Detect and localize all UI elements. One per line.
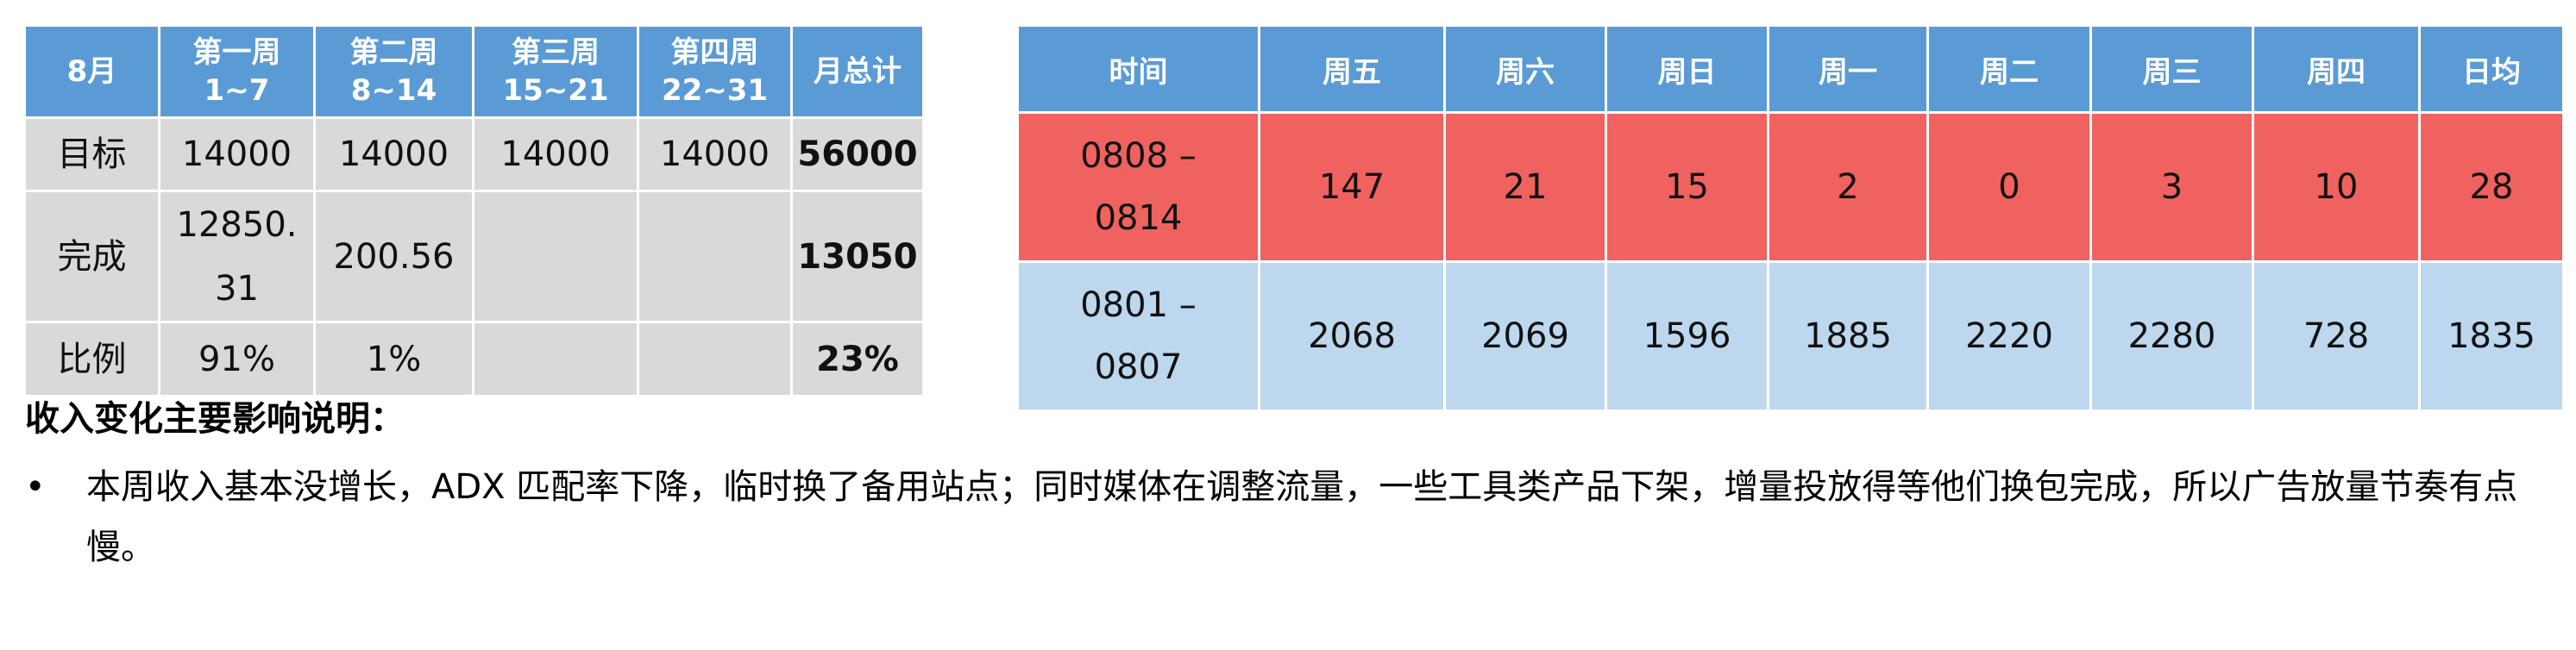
header-daily-average: 日均 <box>2418 24 2565 114</box>
cell-value: 1596 <box>1605 260 1769 412</box>
cell-value: 10 <box>2252 111 2421 263</box>
cell-value: 2068 <box>1258 260 1446 412</box>
header-sunday: 周日 <box>1605 24 1769 114</box>
cell-total: 56000 <box>790 116 925 192</box>
header-tuesday: 周二 <box>1926 24 2092 114</box>
header-saturday: 周六 <box>1443 24 1607 114</box>
bullet-icon: • <box>25 467 46 507</box>
header-month: 8月 <box>23 24 160 119</box>
note-text: 本周收入基本没增长，ADX 匹配率下降，临时换了备用站点；同时媒体在调整流量，一… <box>86 467 2518 567</box>
cell-value: 1885 <box>1767 260 1929 412</box>
cell-value: 0 <box>1926 111 2092 263</box>
header-week-4: 第四周 22~31 <box>637 24 793 119</box>
row-label: 目标 <box>23 116 160 192</box>
table-header-row: 时间 周五 周六 周日 周一 周二 周三 周四 日均 <box>1016 24 2565 114</box>
cell-week-3: 14000 <box>472 116 639 192</box>
notes-list: • 本周收入基本没增长，ADX 匹配率下降，临时换了备用站点；同时媒体在调整流量… <box>25 457 2553 578</box>
table-row-previous-week: 0801 – 0807 2068 2069 1596 1885 2220 228… <box>1016 260 2565 412</box>
header-monday: 周一 <box>1767 24 1929 114</box>
header-week-1: 第一周 1~7 <box>158 24 316 119</box>
cell-week-1: 12850.31 <box>158 190 316 323</box>
cell-value: 15 <box>1605 111 1769 263</box>
header-week-3: 第三周 15~21 <box>472 24 639 119</box>
cell-period: 0808 – 0814 <box>1016 111 1260 263</box>
cell-week-3 <box>472 190 639 323</box>
monthly-target-table: 8月 第一周 1~7 第二周 8~14 第三周 15~21 第四周 22~31 月总计 … <box>23 24 925 397</box>
cell-week-2: 14000 <box>313 116 474 192</box>
cell-total: 23% <box>790 321 925 397</box>
cell-value: 2280 <box>2089 260 2254 412</box>
cell-daily-average: 28 <box>2418 111 2565 263</box>
cell-week-1: 91% <box>158 321 316 397</box>
row-label: 完成 <box>23 190 160 323</box>
table-row-current-week: 0808 – 0814 147 21 15 2 0 3 10 28 <box>1016 111 2565 263</box>
cell-daily-average: 1835 <box>2418 260 2565 412</box>
list-item: • 本周收入基本没增长，ADX 匹配率下降，临时换了备用站点；同时媒体在调整流量… <box>25 457 2553 578</box>
table-row-ratio: 比例 91% 1% 23% <box>23 321 925 397</box>
cell-week-4: 14000 <box>637 116 793 192</box>
cell-week-4 <box>637 321 793 397</box>
header-wednesday: 周三 <box>2089 24 2254 114</box>
cell-period: 0801 – 0807 <box>1016 260 1260 412</box>
cell-week-2: 200.56 <box>313 190 474 323</box>
table-row-completed: 完成 12850.31 200.56 13050 <box>23 190 925 323</box>
cell-value: 2 <box>1767 111 1929 263</box>
header-month-total: 月总计 <box>790 24 925 119</box>
cell-week-1: 14000 <box>158 116 316 192</box>
cell-value: 2220 <box>1926 260 2092 412</box>
header-friday: 周五 <box>1258 24 1446 114</box>
daily-breakdown-table: 时间 周五 周六 周日 周一 周二 周三 周四 日均 0808 – 0814 1… <box>1016 24 2565 412</box>
cell-total: 13050 <box>790 190 925 323</box>
header-week-2: 第二周 8~14 <box>313 24 474 119</box>
table-header-row: 8月 第一周 1~7 第二周 8~14 第三周 15~21 第四周 22~31 月总计 <box>23 24 925 119</box>
table-row-target: 目标 14000 14000 14000 14000 56000 <box>23 116 925 192</box>
header-time: 时间 <box>1016 24 1260 114</box>
row-label: 比例 <box>23 321 160 397</box>
cell-week-4 <box>637 190 793 323</box>
cell-week-2: 1% <box>313 321 474 397</box>
cell-value: 728 <box>2252 260 2421 412</box>
cell-value: 3 <box>2089 111 2254 263</box>
header-thursday: 周四 <box>2252 24 2421 114</box>
cell-value: 2069 <box>1443 260 1607 412</box>
notes-heading: 收入变化主要影响说明： <box>25 399 405 439</box>
cell-week-3 <box>472 321 639 397</box>
cell-value: 147 <box>1258 111 1446 263</box>
cell-value: 21 <box>1443 111 1607 263</box>
